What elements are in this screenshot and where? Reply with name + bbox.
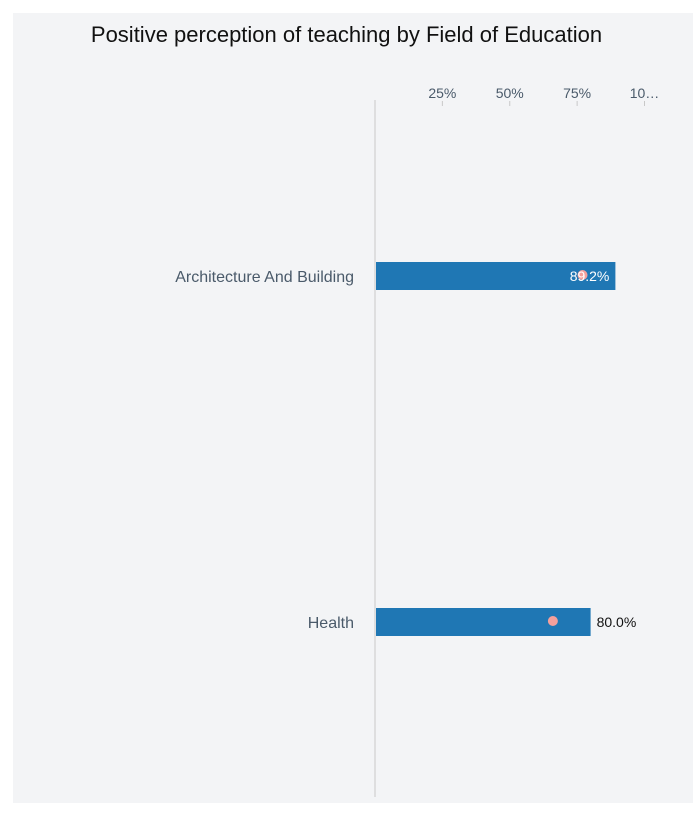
chart-title: Positive perception of teaching by Field… [90,22,603,47]
bar [376,262,616,290]
marker-point [577,270,588,280]
value-label: 80.0% [597,614,637,630]
chart-panel [13,13,693,803]
marker-point [547,616,558,626]
x-tick-label: 50% [496,85,524,101]
category-label: Architecture And Building [175,269,354,286]
x-tick-label: 25% [428,85,456,101]
bar-rows: Architecture And Building 89.2% Health 80.0… [175,262,636,636]
category-label: Health [308,615,354,632]
x-tick-label: 75% [563,85,591,101]
bar [376,608,591,636]
x-axis-ticks: 25% 50% 75% 10… [428,85,659,106]
x-tick-label: 10… [630,85,660,101]
value-label: 89.2% [570,268,610,284]
